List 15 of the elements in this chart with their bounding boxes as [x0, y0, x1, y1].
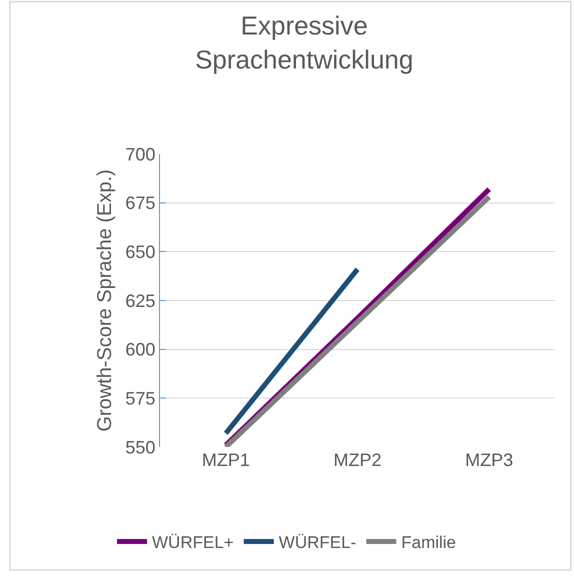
y-tick-label: 650 [125, 242, 156, 262]
y-tick-label: 575 [125, 388, 156, 408]
y-tick-label: 600 [125, 340, 156, 360]
chart-title: Expressive Sprachentwicklung [195, 10, 414, 75]
x-tick-label: MZP1 [202, 450, 250, 470]
y-tick-label: 550 [125, 437, 156, 458]
y-tick-label: 675 [125, 193, 156, 214]
legend-label: WÜRFEL- [278, 533, 356, 552]
y-tick-label: 625 [125, 290, 156, 311]
y-axis-title: Growth-Score Sprache (Exp.) [94, 169, 116, 432]
y-tick-label: 700 [125, 144, 156, 164]
x-tick-label: MZP3 [465, 450, 514, 470]
x-tick-label: MZP2 [333, 450, 382, 470]
legend-label: WÜRFEL+ [152, 533, 234, 552]
legend-label: Familie [401, 533, 456, 552]
